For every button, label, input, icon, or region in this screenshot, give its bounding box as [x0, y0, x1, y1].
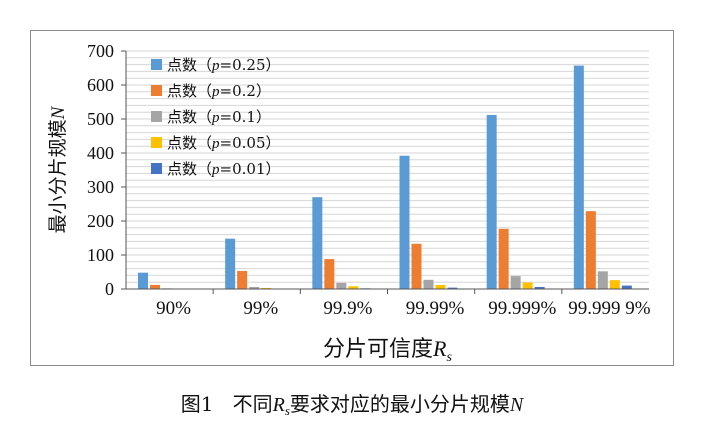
bar	[399, 155, 410, 289]
bar	[138, 272, 148, 289]
y-tick-label: 600	[87, 75, 114, 95]
bar-chart: 0 100 200 300 400 500 600 700 点数（p=0.25） 点数（p=0.…	[47, 41, 651, 365]
legend-swatch	[151, 111, 162, 122]
bar	[573, 65, 584, 289]
y-tick-label: 500	[87, 109, 114, 129]
y-tick-label: 300	[87, 177, 114, 197]
y-axis-title: 最小分片规模N	[47, 105, 69, 233]
bar	[621, 285, 632, 289]
bar	[423, 279, 434, 289]
bar	[435, 284, 446, 289]
legend-label: 点数（p=0.01）	[167, 160, 280, 178]
y-tick-label: 200	[87, 211, 114, 231]
caption-subscript: s	[284, 403, 290, 418]
legend-swatch	[151, 137, 162, 148]
bar	[510, 276, 521, 289]
caption-var: R	[272, 394, 285, 416]
bar	[348, 286, 359, 289]
caption-tail-var: N	[509, 394, 524, 416]
legend-label: 点数（p=0.1）	[167, 108, 271, 126]
bar	[486, 114, 497, 289]
bar	[609, 280, 620, 289]
legend-swatch	[151, 85, 162, 96]
bar	[411, 243, 422, 289]
caption-text-pre: 不同	[232, 392, 273, 416]
x-tick-label: 99.999 9%	[568, 298, 651, 319]
x-tick-label: 90%	[156, 298, 191, 319]
bar	[597, 271, 608, 289]
legend-label: 点数（p=0.25）	[167, 56, 280, 74]
bar	[522, 282, 533, 289]
bar	[336, 282, 347, 289]
bar	[150, 284, 160, 289]
y-tick-label: 700	[87, 41, 114, 61]
caption-figure-number: 图1	[180, 392, 214, 416]
bar	[261, 287, 272, 289]
legend-label: 点数（p=0.2）	[167, 82, 271, 100]
y-tick-label: 400	[87, 143, 114, 163]
x-tick-label: 99.99%	[406, 298, 465, 319]
x-tick-label: 99.999%	[488, 298, 556, 319]
caption-text-post: 要求对应的最小分片规模	[289, 392, 510, 416]
bar	[312, 197, 323, 289]
y-tick-label: 0	[105, 279, 114, 299]
legend-swatch	[151, 163, 162, 174]
x-tick-label: 99%	[243, 298, 278, 319]
bar	[237, 270, 248, 289]
x-tick-label: 99.9%	[323, 298, 372, 319]
x-axis-title: 分片可信度Rs	[323, 336, 452, 365]
bar	[534, 286, 545, 289]
legend-label: 点数（p=0.05）	[167, 134, 280, 152]
bar	[225, 238, 236, 289]
legend-swatch	[151, 59, 162, 70]
bar	[498, 228, 509, 289]
y-tick-label: 100	[87, 245, 114, 265]
bar	[585, 211, 596, 289]
bar	[249, 286, 260, 289]
figure-caption: 图1 不同Rs要求对应的最小分片规模N	[0, 388, 704, 419]
chart-frame: 0 100 200 300 400 500 600 700 点数（p=0.25） 点数（p=0.…	[30, 30, 674, 366]
bar	[447, 287, 458, 289]
bar	[324, 259, 335, 289]
